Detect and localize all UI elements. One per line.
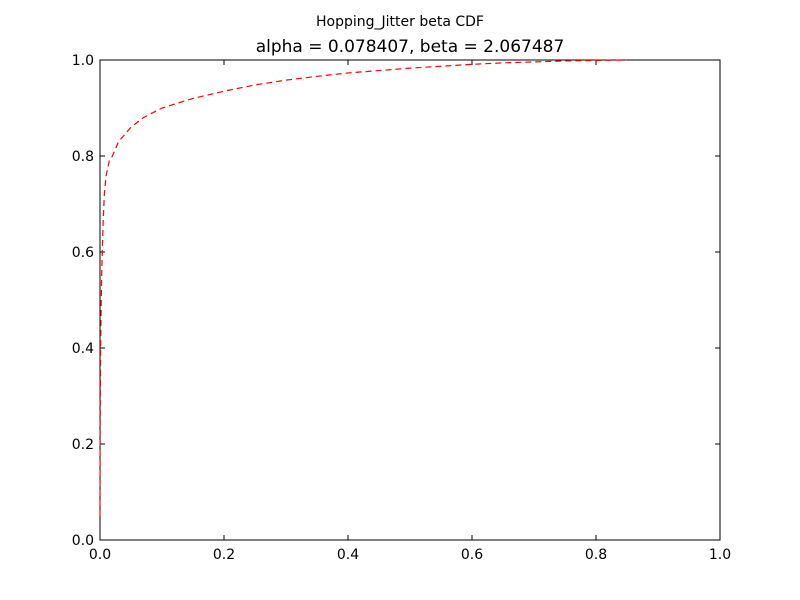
y-tick-label-3: 0.6 (72, 245, 94, 261)
y-tick-label-5: 1.0 (72, 53, 94, 69)
x-tick-label-2: 0.4 (337, 547, 359, 563)
x-tick-label-1: 0.2 (213, 547, 235, 563)
x-tick-label-5: 1.0 (709, 547, 731, 563)
x-tick-label-0: 0.0 (89, 547, 111, 563)
x-tick-label-3: 0.6 (461, 547, 483, 563)
series-group (99, 59, 628, 517)
y-tick-label-0: 0.0 (72, 533, 94, 549)
series-line-0 (99, 59, 628, 517)
axis-ticks: 0.0 0.2 0.4 0.6 0.8 1.0 0.0 0.2 0.4 0.6 0.8 1.0 (72, 53, 731, 563)
y-tick-label-1: 0.2 (72, 437, 94, 453)
x-tick-label-4: 0.8 (585, 547, 607, 563)
plot-frame (99, 59, 721, 541)
plot-axes (99, 59, 721, 541)
chart-title: alpha = 0.078407, beta = 2.067487 (256, 37, 565, 57)
y-tick-label-2: 0.4 (72, 341, 94, 357)
chart-suptitle: Hopping_Jitter beta CDF (316, 14, 484, 30)
y-tick-label-4: 0.8 (72, 149, 94, 165)
